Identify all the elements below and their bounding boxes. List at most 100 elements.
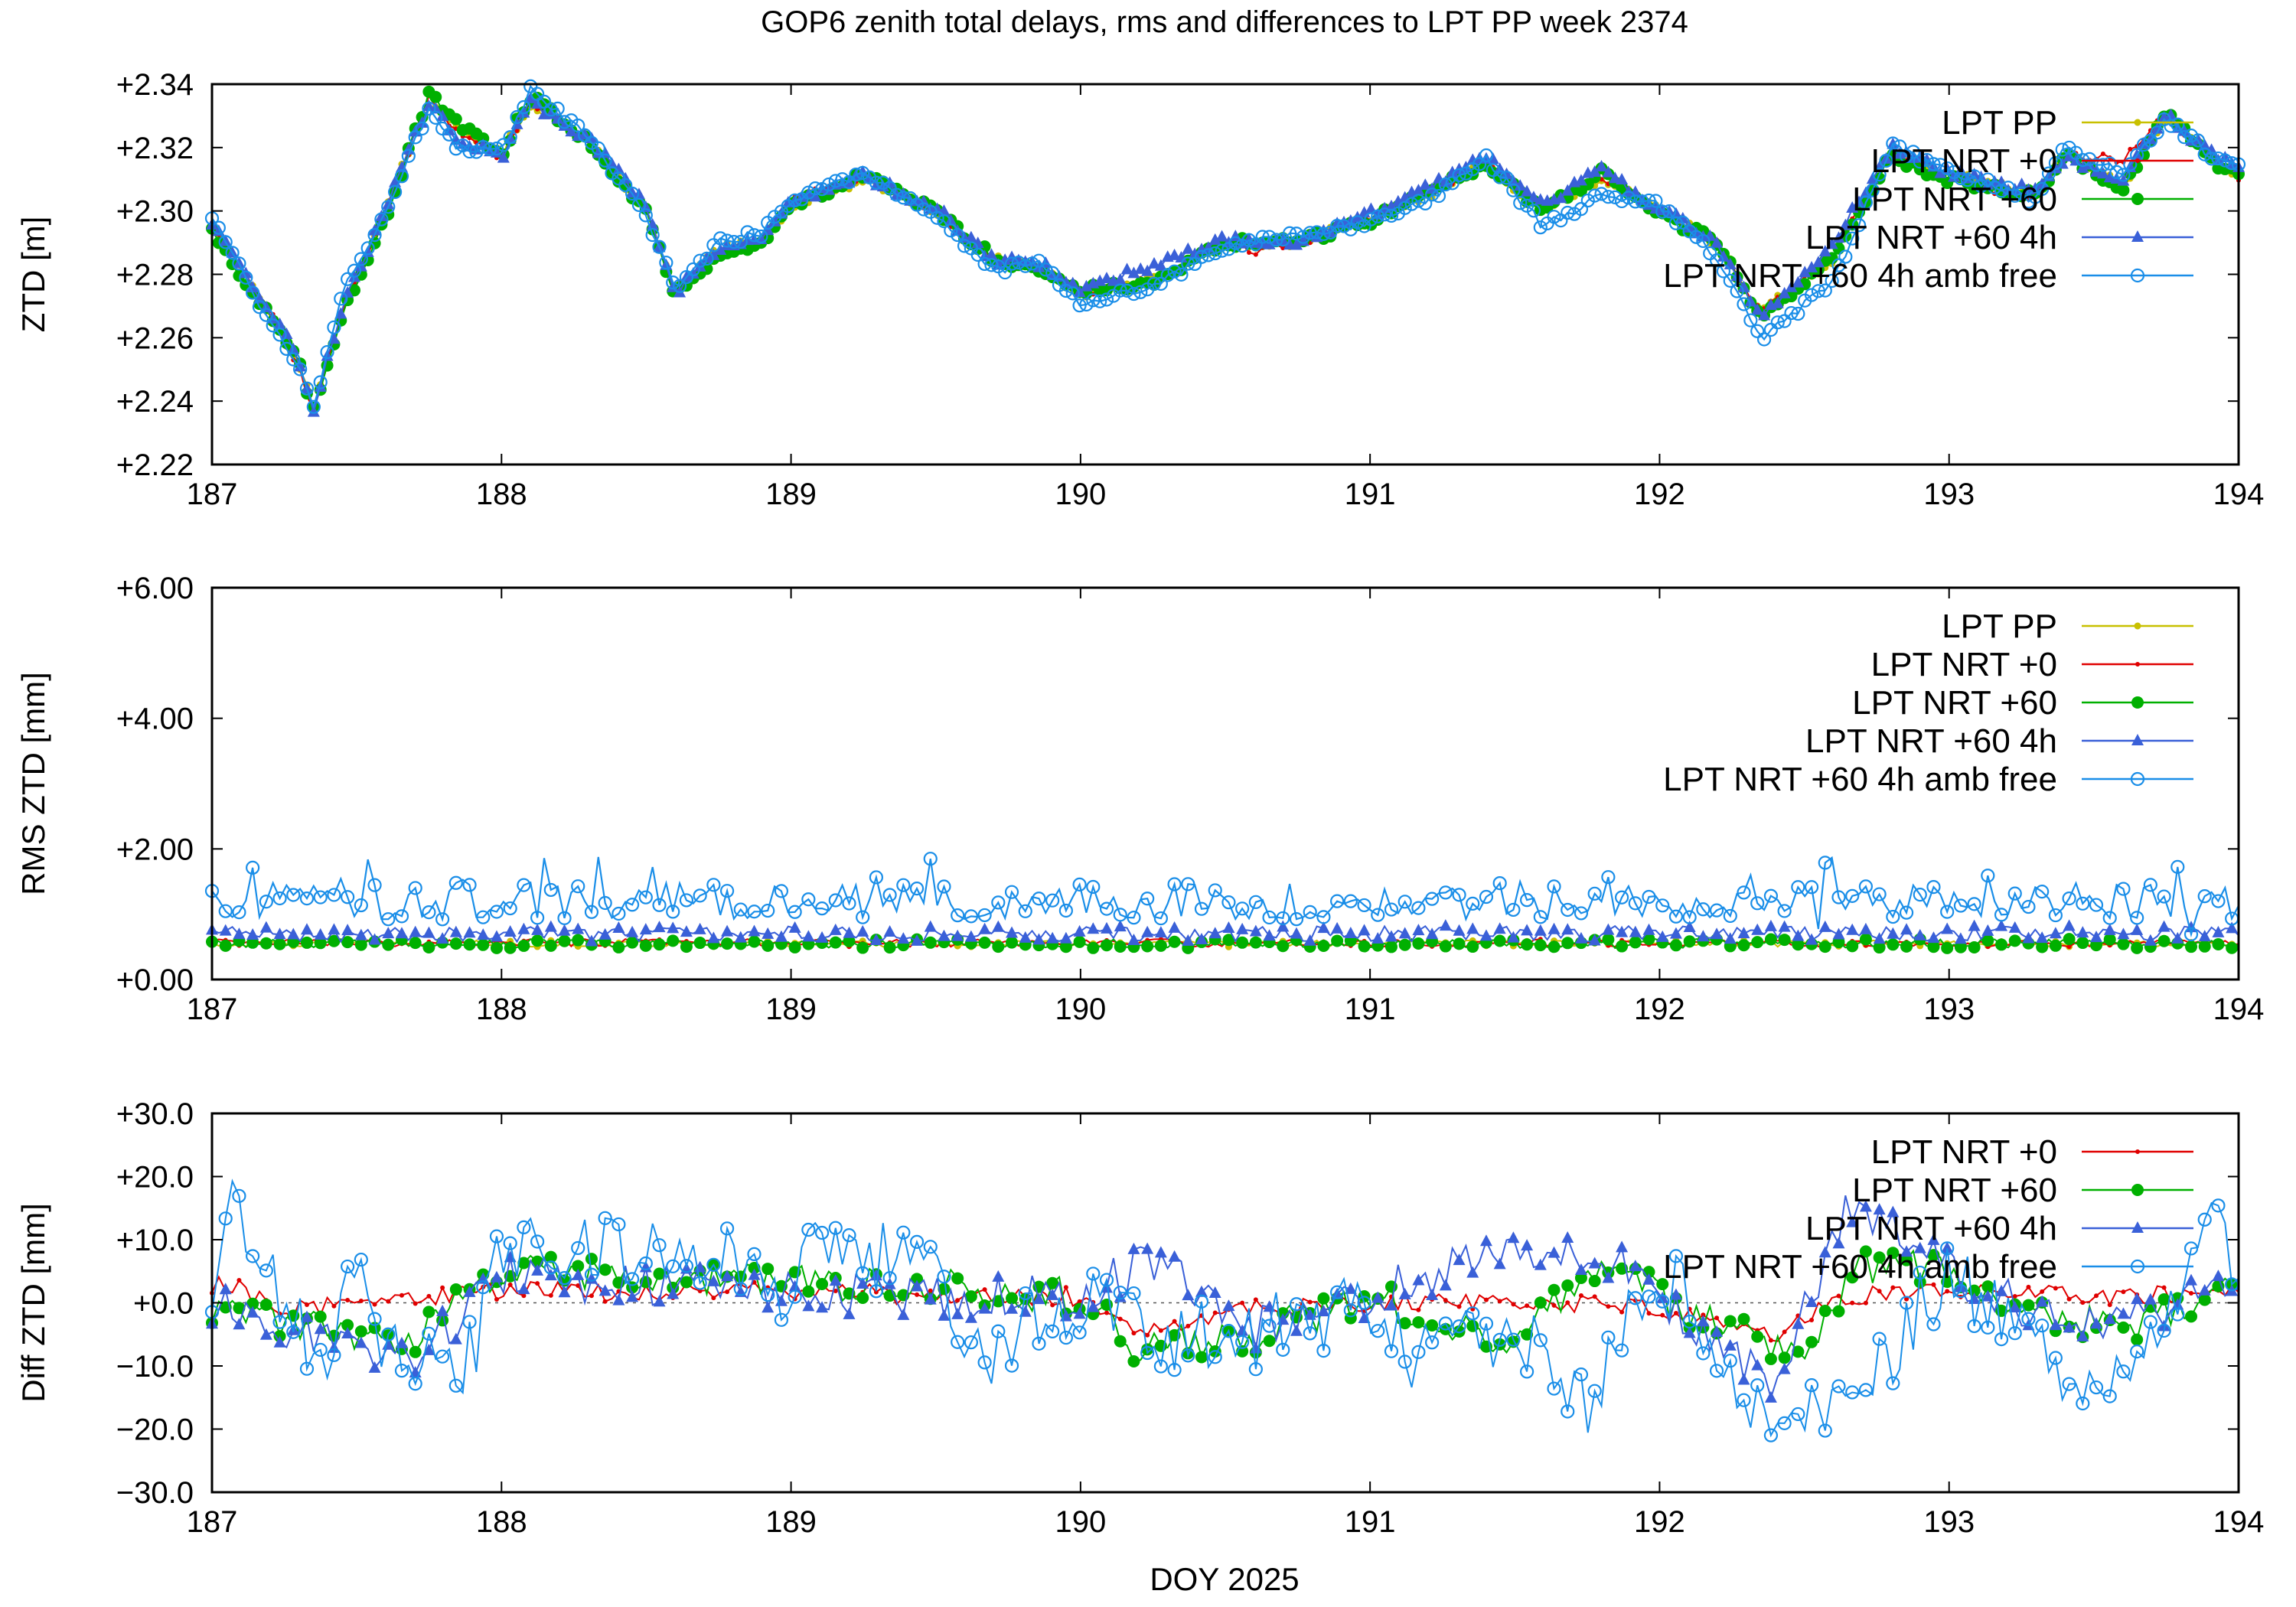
data-point bbox=[1466, 1266, 1479, 1278]
data-point bbox=[1500, 167, 1513, 179]
data-point bbox=[314, 1310, 327, 1323]
data-point bbox=[409, 925, 422, 937]
data-point bbox=[1770, 315, 1785, 330]
data-point bbox=[856, 910, 870, 924]
data-point bbox=[1660, 1312, 1665, 1318]
data-point bbox=[896, 1225, 911, 1240]
data-point bbox=[1358, 940, 1371, 953]
data-point bbox=[1777, 314, 1792, 328]
data-point bbox=[299, 381, 315, 396]
data-point bbox=[399, 1292, 404, 1298]
data-point bbox=[626, 925, 639, 937]
legend-marker bbox=[2131, 230, 2144, 242]
x-tick-label: 191 bbox=[1345, 1505, 1396, 1539]
data-point bbox=[1276, 911, 1290, 926]
data-point bbox=[571, 879, 585, 894]
data-point bbox=[1561, 1231, 1574, 1244]
data-point bbox=[1845, 888, 1860, 903]
data-point bbox=[1073, 285, 1086, 298]
data-point bbox=[1357, 1296, 1371, 1310]
data-point bbox=[1635, 194, 1649, 209]
data-point bbox=[1968, 940, 1981, 953]
data-point bbox=[1114, 272, 1127, 285]
data-point bbox=[882, 888, 897, 902]
data-point bbox=[1751, 1330, 1764, 1343]
data-point bbox=[2063, 1321, 2076, 1333]
data-point bbox=[1032, 1336, 1046, 1351]
data-point bbox=[341, 1326, 354, 1338]
data-point bbox=[1099, 1273, 1114, 1287]
data-point bbox=[1006, 1302, 1019, 1314]
data-point bbox=[2035, 885, 2050, 899]
data-point bbox=[422, 99, 435, 112]
data-point bbox=[1073, 924, 1086, 937]
data-point bbox=[1221, 895, 1236, 910]
data-point bbox=[612, 1217, 626, 1232]
data-point bbox=[273, 1335, 286, 1348]
data-point bbox=[1201, 248, 1215, 262]
data-point bbox=[1404, 197, 1419, 211]
data-point bbox=[2190, 133, 2205, 148]
data-point bbox=[1548, 1246, 1561, 1258]
data-point bbox=[1763, 888, 1779, 903]
data-point bbox=[856, 1277, 869, 1289]
data-point bbox=[1249, 936, 1262, 949]
data-point bbox=[1240, 1300, 1245, 1305]
data-point bbox=[1887, 1205, 1900, 1217]
data-point bbox=[1614, 194, 1629, 209]
data-point bbox=[2128, 146, 2133, 152]
data-point bbox=[1316, 227, 1331, 241]
data-point bbox=[978, 1302, 991, 1314]
data-point bbox=[1079, 297, 1094, 312]
data-point bbox=[1398, 938, 1411, 951]
data-point bbox=[1018, 904, 1032, 918]
data-point bbox=[1805, 1335, 1818, 1348]
data-point bbox=[2048, 155, 2063, 171]
data-point bbox=[1548, 1283, 1561, 1296]
y-tick-label: +2.28 bbox=[116, 259, 194, 292]
data-point bbox=[1426, 927, 1439, 940]
data-point bbox=[1316, 910, 1331, 924]
data-point bbox=[1818, 283, 1832, 298]
data-point bbox=[1140, 1345, 1155, 1361]
x-tick-label: 189 bbox=[765, 478, 817, 511]
data-point bbox=[2185, 1273, 2198, 1286]
data-point bbox=[598, 1263, 612, 1276]
data-point bbox=[1931, 1282, 1936, 1287]
data-point bbox=[985, 248, 998, 260]
data-point bbox=[693, 937, 706, 950]
data-point bbox=[1236, 936, 1249, 949]
data-point bbox=[1859, 1200, 1872, 1212]
data-point bbox=[219, 939, 232, 952]
data-point bbox=[252, 300, 267, 315]
data-point bbox=[1859, 922, 1872, 934]
data-point bbox=[1709, 903, 1724, 918]
data-point bbox=[768, 214, 781, 227]
data-point bbox=[2171, 1298, 2184, 1310]
data-point bbox=[652, 240, 667, 254]
data-point bbox=[375, 210, 388, 222]
data-point bbox=[1087, 922, 1100, 934]
data-point bbox=[1758, 308, 1771, 321]
data-point bbox=[937, 879, 951, 894]
data-point bbox=[299, 891, 315, 906]
data-point bbox=[1756, 332, 1772, 347]
data-point bbox=[543, 103, 558, 117]
data-point bbox=[1378, 207, 1392, 222]
data-point bbox=[897, 1308, 910, 1320]
data-point bbox=[1811, 284, 1826, 298]
data-point bbox=[1812, 256, 1825, 268]
data-point bbox=[1777, 1416, 1792, 1430]
data-point bbox=[413, 1301, 418, 1306]
panel-rms-ztd: 187 188 189 190 191 192 193 194 +0.00 +2.00 +4.00 +… bbox=[15, 572, 2264, 1026]
data-point bbox=[1818, 940, 1831, 953]
data-point bbox=[1099, 901, 1114, 916]
data-point bbox=[1792, 929, 1805, 941]
data-point bbox=[1520, 1364, 1534, 1379]
data-point bbox=[1072, 877, 1087, 892]
data-point bbox=[1880, 152, 1893, 164]
data-point bbox=[774, 884, 789, 898]
data-point bbox=[1704, 229, 1717, 241]
legend-marker bbox=[2134, 119, 2141, 126]
y-tick-label: +20.0 bbox=[116, 1161, 194, 1195]
